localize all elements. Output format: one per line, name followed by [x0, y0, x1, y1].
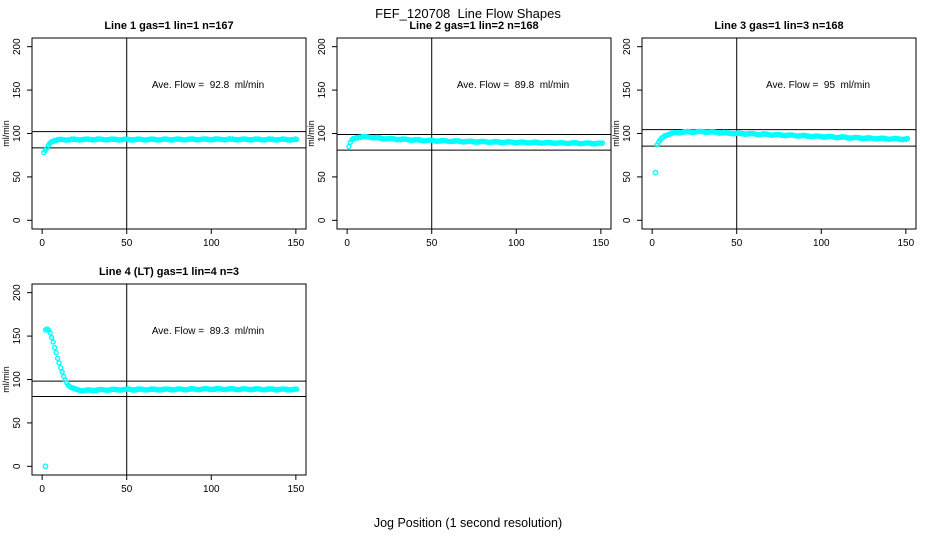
data-point	[904, 135, 911, 142]
x-tick-label: 0	[344, 238, 350, 249]
y-tick-label: 50	[622, 171, 633, 183]
plot-area-line-3: 0 50 100 150 0 50 100 150 200 ml/min	[612, 37, 917, 249]
data-point	[51, 344, 58, 351]
x-tick-label: 0	[39, 484, 45, 495]
y-tick-label: 200	[317, 38, 328, 55]
y-tick-label: 50	[12, 417, 23, 429]
subplot-line-1: Line 1 gas=1 lin=1 n=167 Ave. Flow = 92.…	[2, 18, 314, 258]
plot-area-line-1: 0 50 100 150 0 50 100 150 200 ml/min	[2, 37, 307, 249]
data-point	[599, 140, 606, 146]
data-point	[50, 339, 56, 345]
data-point	[294, 136, 300, 143]
y-tick-label: 0	[622, 217, 633, 223]
x-tick-label: 50	[121, 238, 133, 249]
y-tick-label: 150	[622, 81, 633, 98]
y-tick-label: 50	[317, 171, 328, 183]
plot-area-line-2: 0 50 100 150 0 50 100 150 200 ml/min	[307, 37, 612, 249]
plot-area-line-4: 0 50 100 150 0 50 100 150 200 ml/min	[2, 283, 307, 495]
data-point	[294, 386, 300, 392]
x-tick-label: 100	[203, 484, 220, 495]
subplot-line-2-annotation: Ave. Flow = 89.8 ml/min	[456, 80, 570, 91]
y-tick-label: 150	[12, 327, 23, 344]
y-tick-label: 0	[12, 463, 23, 469]
plot-box	[31, 283, 307, 476]
data-point	[58, 364, 64, 371]
y-tick-label: 150	[317, 81, 328, 98]
subplot-line-3: Line 3 gas=1 lin=3 n=168 Ave. Flow = 95 …	[612, 18, 924, 258]
y-tick-label: 200	[622, 38, 633, 55]
plot-box	[336, 37, 612, 230]
outlier-point	[652, 169, 659, 176]
y-tick-label: 50	[12, 171, 23, 183]
x-tick-label: 150	[898, 238, 915, 249]
y-tick-label: 100	[622, 125, 633, 142]
subplot-line-1-annotation: Ave. Flow = 92.8 ml/min	[151, 80, 265, 91]
subplot-line-4: Line 4 (LT) gas=1 lin=4 n=3 Ave. Flow = …	[2, 264, 314, 504]
y-tick-label: 200	[12, 284, 23, 301]
data-point	[54, 355, 61, 362]
y-tick-label: 100	[317, 125, 328, 142]
x-tick-label: 50	[731, 238, 743, 249]
x-tick-label: 100	[813, 238, 830, 249]
subplot-line-4-annotation: Ave. Flow = 89.3 ml/min	[151, 326, 265, 337]
x-tick-label: 100	[203, 238, 220, 249]
data-point	[59, 369, 65, 375]
y-tick-label: 200	[12, 38, 23, 55]
y-axis-unit-label: ml/min	[2, 366, 11, 393]
x-axis-label: Jog Position (1 second resolution)	[373, 516, 563, 530]
x-tick-label: 50	[426, 238, 438, 249]
plot-box	[31, 37, 307, 230]
subplot-line-2: Line 2 gas=1 lin=2 n=168 Ave. Flow = 89.…	[307, 18, 619, 258]
y-axis-unit-label: ml/min	[2, 120, 11, 147]
subplot-line-3-title: Line 3 gas=1 lin=3 n=168	[714, 20, 844, 32]
x-tick-label: 100	[508, 238, 525, 249]
data-point	[48, 334, 55, 341]
x-tick-label: 150	[593, 238, 610, 249]
y-axis-unit-label: ml/min	[307, 120, 316, 147]
figure-title: FEF_120708 Line Flow Shapes	[375, 6, 561, 21]
data-point	[47, 330, 53, 336]
subplot-line-2-title: Line 2 gas=1 lin=2 n=168	[409, 20, 539, 32]
data-point	[346, 143, 352, 150]
y-tick-label: 0	[317, 217, 328, 223]
y-tick-label: 150	[12, 81, 23, 98]
subplot-line-4-title: Line 4 (LT) gas=1 lin=4 n=3	[98, 266, 240, 278]
y-axis-unit-label: ml/min	[612, 120, 621, 147]
x-tick-label: 0	[649, 238, 655, 249]
subplot-line-3-annotation: Ave. Flow = 95 ml/min	[765, 80, 871, 91]
y-tick-label: 0	[12, 217, 23, 223]
x-tick-label: 50	[121, 484, 133, 495]
data-point	[56, 360, 62, 366]
y-tick-label: 100	[12, 125, 23, 142]
y-tick-label: 100	[12, 371, 23, 388]
x-tick-label: 0	[39, 238, 45, 249]
outlier-point	[42, 463, 49, 470]
data-point	[53, 349, 59, 356]
x-tick-label: 150	[288, 484, 305, 495]
subplot-line-1-title: Line 1 gas=1 lin=1 n=167	[104, 20, 234, 32]
x-tick-label: 150	[288, 238, 305, 249]
